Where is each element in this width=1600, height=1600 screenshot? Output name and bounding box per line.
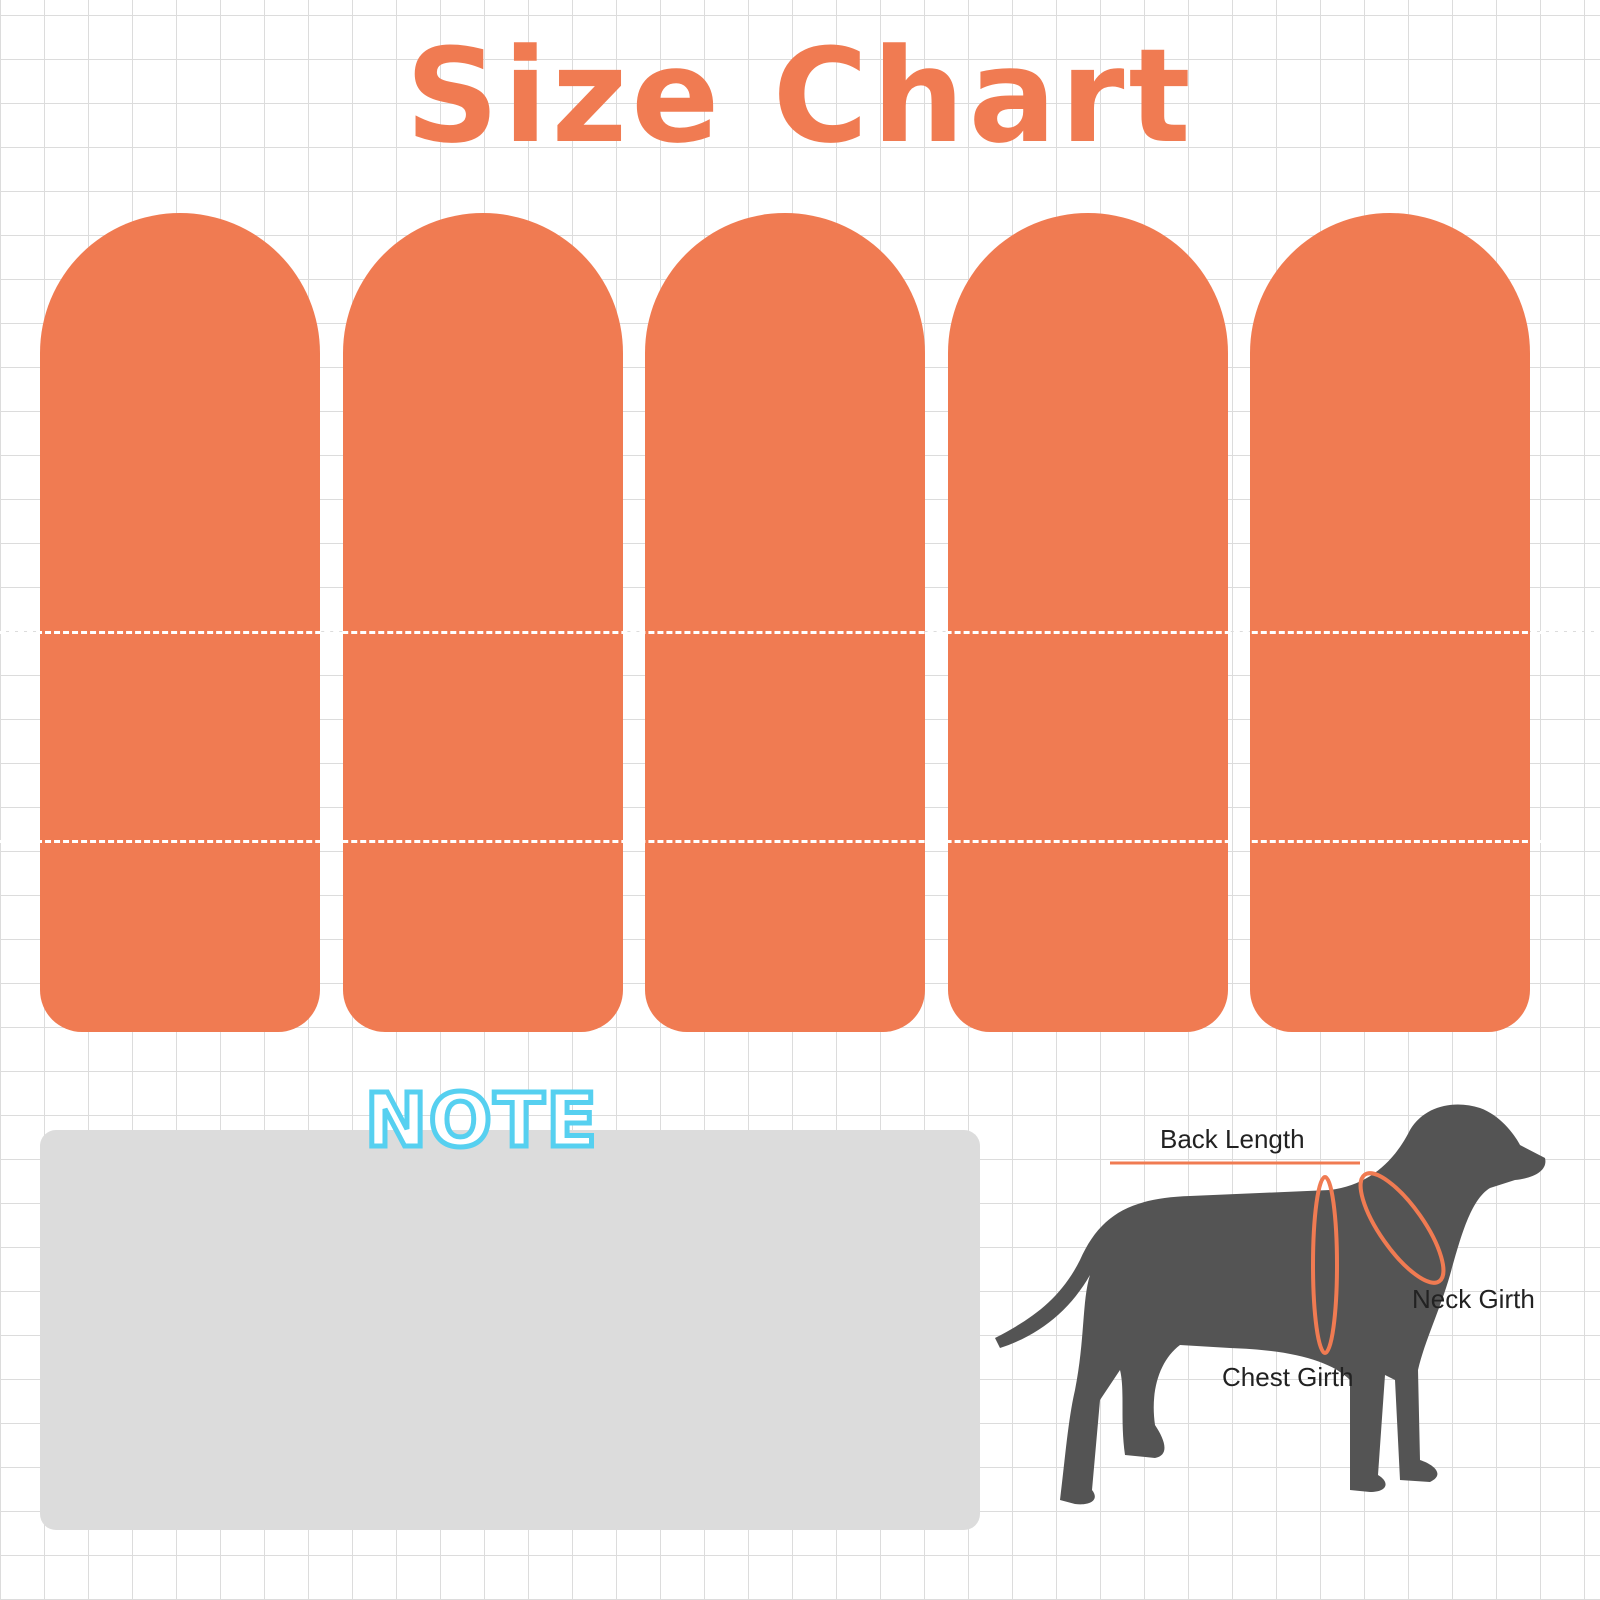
size-column <box>40 213 320 1032</box>
size-column <box>342 213 623 1032</box>
diagram-label: Back Length <box>1160 1124 1305 1154</box>
neck-girth-ring <box>1358 1171 1446 1285</box>
divider <box>0 631 1600 634</box>
title: Size Chart <box>405 20 1195 172</box>
note-box <box>40 1130 980 1530</box>
dog-silhouette <box>995 1104 1546 1505</box>
chest-girth-ring <box>1311 1175 1339 1355</box>
diagram-label: Chest Girth <box>1222 1362 1354 1392</box>
diagram-label: Neck Girth <box>1412 1284 1535 1314</box>
divider <box>0 840 1600 843</box>
size-column <box>645 213 925 1032</box>
size-column <box>947 213 1228 1032</box>
note-heading: NOTE <box>363 1076 600 1167</box>
size-column <box>1250 213 1530 1032</box>
